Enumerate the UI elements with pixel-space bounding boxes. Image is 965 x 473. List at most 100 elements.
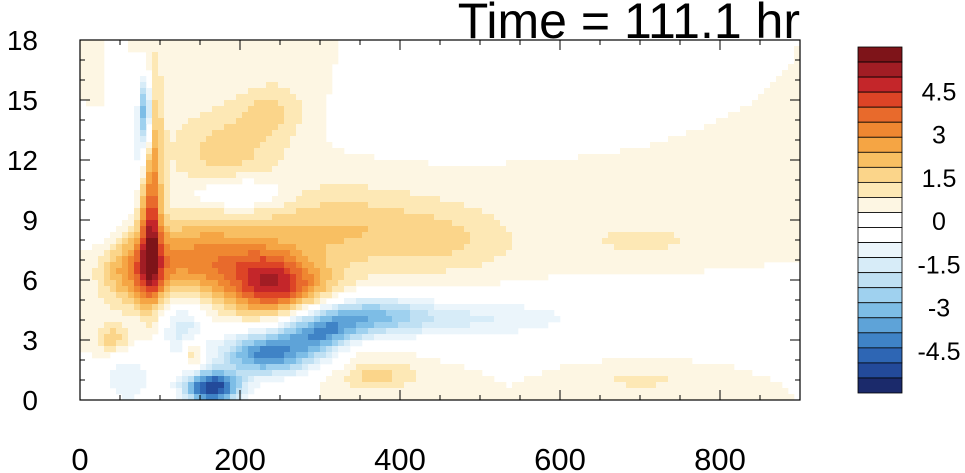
contour-cell bbox=[272, 244, 279, 251]
contour-cell bbox=[152, 238, 159, 245]
contour-cell bbox=[566, 226, 573, 233]
contour-cell bbox=[488, 322, 495, 329]
contour-cell bbox=[728, 394, 735, 401]
contour-cell bbox=[200, 250, 207, 257]
contour-cell bbox=[218, 172, 225, 179]
contour-cell bbox=[482, 274, 489, 281]
contour-cell bbox=[728, 388, 735, 395]
contour-cell bbox=[440, 274, 447, 281]
colorbar-box bbox=[857, 61, 903, 78]
contour-cell bbox=[440, 394, 447, 401]
contour-cell bbox=[290, 142, 297, 149]
contour-cell bbox=[242, 304, 249, 311]
contour-cell bbox=[512, 166, 519, 173]
contour-cell bbox=[116, 388, 123, 395]
contour-cell bbox=[134, 322, 141, 329]
contour-cell bbox=[542, 178, 549, 185]
contour-cell bbox=[758, 202, 765, 209]
contour-cell bbox=[704, 142, 711, 149]
contour-cell bbox=[236, 64, 243, 71]
contour-cell bbox=[602, 178, 609, 185]
contour-cell bbox=[770, 88, 777, 95]
contour-cell bbox=[752, 256, 759, 263]
contour-cell bbox=[206, 142, 213, 149]
contour-cell bbox=[734, 394, 741, 401]
contour-cell bbox=[422, 196, 429, 203]
contour-cell bbox=[296, 154, 303, 161]
contour-cell bbox=[794, 256, 801, 263]
contour-cell bbox=[332, 40, 339, 47]
contour-cell bbox=[332, 52, 339, 59]
contour-cell bbox=[662, 226, 669, 233]
contour-cell bbox=[236, 376, 243, 383]
contour-cell bbox=[266, 328, 273, 335]
contour-cell bbox=[152, 328, 159, 335]
contour-cell bbox=[740, 382, 747, 389]
contour-cell bbox=[704, 196, 711, 203]
contour-cell bbox=[188, 274, 195, 281]
contour-cell bbox=[548, 202, 555, 209]
contour-cell bbox=[686, 202, 693, 209]
contour-cell bbox=[770, 208, 777, 215]
contour-cell bbox=[152, 118, 159, 125]
contour-cell bbox=[164, 298, 171, 305]
contour-cell bbox=[758, 220, 765, 227]
contour-cell bbox=[506, 262, 513, 269]
contour-cell bbox=[392, 268, 399, 275]
contour-cell bbox=[710, 364, 717, 371]
contour-cell bbox=[716, 382, 723, 389]
contour-cell bbox=[224, 70, 231, 77]
contour-cell bbox=[308, 124, 315, 131]
contour-cell bbox=[662, 160, 669, 167]
contour-cell bbox=[182, 370, 189, 377]
contour-cell bbox=[242, 358, 249, 365]
contour-cell bbox=[416, 196, 423, 203]
contour-cell bbox=[260, 256, 267, 263]
contour-cell bbox=[404, 280, 411, 287]
contour-cell bbox=[284, 286, 291, 293]
contour-cell bbox=[662, 250, 669, 257]
contour-cell bbox=[374, 364, 381, 371]
contour-cell bbox=[140, 292, 147, 299]
contour-cell bbox=[248, 214, 255, 221]
contour-cell bbox=[572, 394, 579, 401]
contour-cell bbox=[218, 310, 225, 317]
contour-cell bbox=[194, 46, 201, 53]
contour-cell bbox=[254, 304, 261, 311]
contour-cell bbox=[476, 370, 483, 377]
contour-cell bbox=[674, 268, 681, 275]
contour-cell bbox=[470, 256, 477, 263]
contour-cell bbox=[296, 298, 303, 305]
contour-cell bbox=[404, 190, 411, 197]
contour-cell bbox=[728, 370, 735, 377]
contour-cell bbox=[710, 220, 717, 227]
contour-cell bbox=[704, 250, 711, 257]
contour-cell bbox=[386, 376, 393, 383]
contour-cell bbox=[170, 196, 177, 203]
contour-cell bbox=[212, 88, 219, 95]
contour-cell bbox=[560, 226, 567, 233]
contour-cell bbox=[758, 124, 765, 131]
contour-cell bbox=[686, 376, 693, 383]
contour-cell bbox=[140, 178, 147, 185]
contour-cell bbox=[578, 208, 585, 215]
contour-cell bbox=[374, 268, 381, 275]
contour-cell bbox=[206, 238, 213, 245]
contour-cell bbox=[722, 208, 729, 215]
contour-cell bbox=[524, 316, 531, 323]
contour-cell bbox=[638, 214, 645, 221]
contour-cell bbox=[434, 184, 441, 191]
contour-cell bbox=[182, 394, 189, 401]
contour-cell bbox=[500, 316, 507, 323]
contour-cell bbox=[530, 220, 537, 227]
contour-cell bbox=[788, 124, 795, 131]
contour-cell bbox=[182, 160, 189, 167]
contour-cell bbox=[230, 70, 237, 77]
contour-cell bbox=[164, 58, 171, 65]
contour-cell bbox=[344, 394, 351, 401]
contour-cell bbox=[296, 100, 303, 107]
contour-cell bbox=[116, 298, 123, 305]
contour-cell bbox=[434, 190, 441, 197]
contour-cell bbox=[716, 238, 723, 245]
contour-cell bbox=[584, 382, 591, 389]
